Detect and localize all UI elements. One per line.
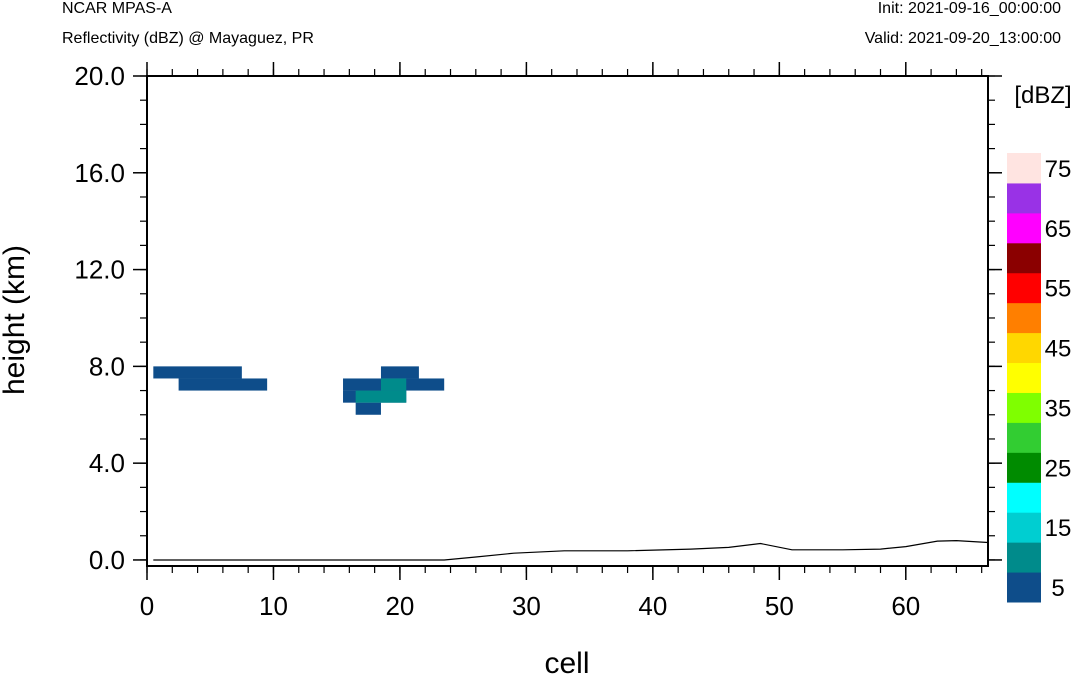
colorbar-swatch [1007,572,1041,603]
colorbar-swatch [1007,242,1041,274]
x-tick-label: 50 [765,591,794,621]
x-tick-label: 20 [385,591,414,621]
x-tick-label: 30 [512,591,541,621]
y-tick-label: 16.0 [74,158,125,188]
x-tick-label: 60 [891,591,920,621]
colorbar-tick-label: 15 [1045,515,1072,542]
colorbar-tick-label: 35 [1045,395,1072,422]
y-tick-label: 20.0 [74,61,125,91]
colorbar-tick-label: 25 [1045,455,1072,482]
colorbar-swatch [1007,302,1041,334]
field-subtitle: Reflectivity (dBZ) @ Mayaguez, PR [62,30,314,47]
x-tick-label: 0 [140,591,154,621]
colorbar-swatch [1007,512,1041,543]
reflectivity-cell [380,378,407,391]
y-tick-label: 8.0 [89,351,125,381]
valid-time: Valid: 2021-09-20_13:00:00 [864,30,1061,47]
colorbar-tick-label: 55 [1045,276,1072,303]
colorbar-tick-label: 45 [1045,336,1072,363]
colorbar-tick-label: 5 [1051,575,1064,602]
colorbar-swatch [1007,542,1041,573]
colorbar-swatch [1007,153,1041,184]
axes: 0 10 20 30 40 50 60 0.0 4.0 8.0 12.0 16.0 20.0 [74,61,1002,621]
colorbar: 5 15 25 35 45 55 65 75 [1007,153,1071,603]
colorbar-swatch [1007,422,1041,453]
colorbar-swatch [1007,332,1041,364]
colorbar-swatch [1007,362,1041,393]
colorbar-swatch [1007,272,1041,304]
colorbar-tick-label: 65 [1045,216,1072,243]
colorbar-swatch [1007,182,1041,214]
terrain-line [153,539,989,561]
y-axis-label: height (km) [0,245,31,395]
x-tick-label: 40 [638,591,667,621]
y-tick-label: 4.0 [89,448,125,478]
reflectivity-cell [355,402,381,415]
plot-frame [146,75,989,567]
colorbar-swatch [1007,212,1041,244]
init-time: Init: 2021-09-16_00:00:00 [877,0,1061,17]
colorbar-swatch [1007,452,1041,483]
reflectivity-cell [153,366,242,379]
reflectivity-cells [153,366,445,415]
y-tick-label: 12.0 [74,255,125,285]
colorbar-unit-label: [dBZ] [1014,82,1071,109]
colorbar-swatch [1007,482,1041,513]
reflectivity-cell [380,366,419,379]
x-tick-label: 10 [259,591,288,621]
x-axis-label: cell [544,647,589,677]
y-tick-label: 0.0 [89,545,125,575]
reflectivity-cell [178,378,268,391]
reflectivity-cell [355,390,407,403]
colorbar-tick-label: 75 [1045,156,1072,183]
model-title: NCAR MPAS-A [62,0,172,17]
colorbar-swatch [1007,392,1041,423]
terrain-line [153,539,989,561]
